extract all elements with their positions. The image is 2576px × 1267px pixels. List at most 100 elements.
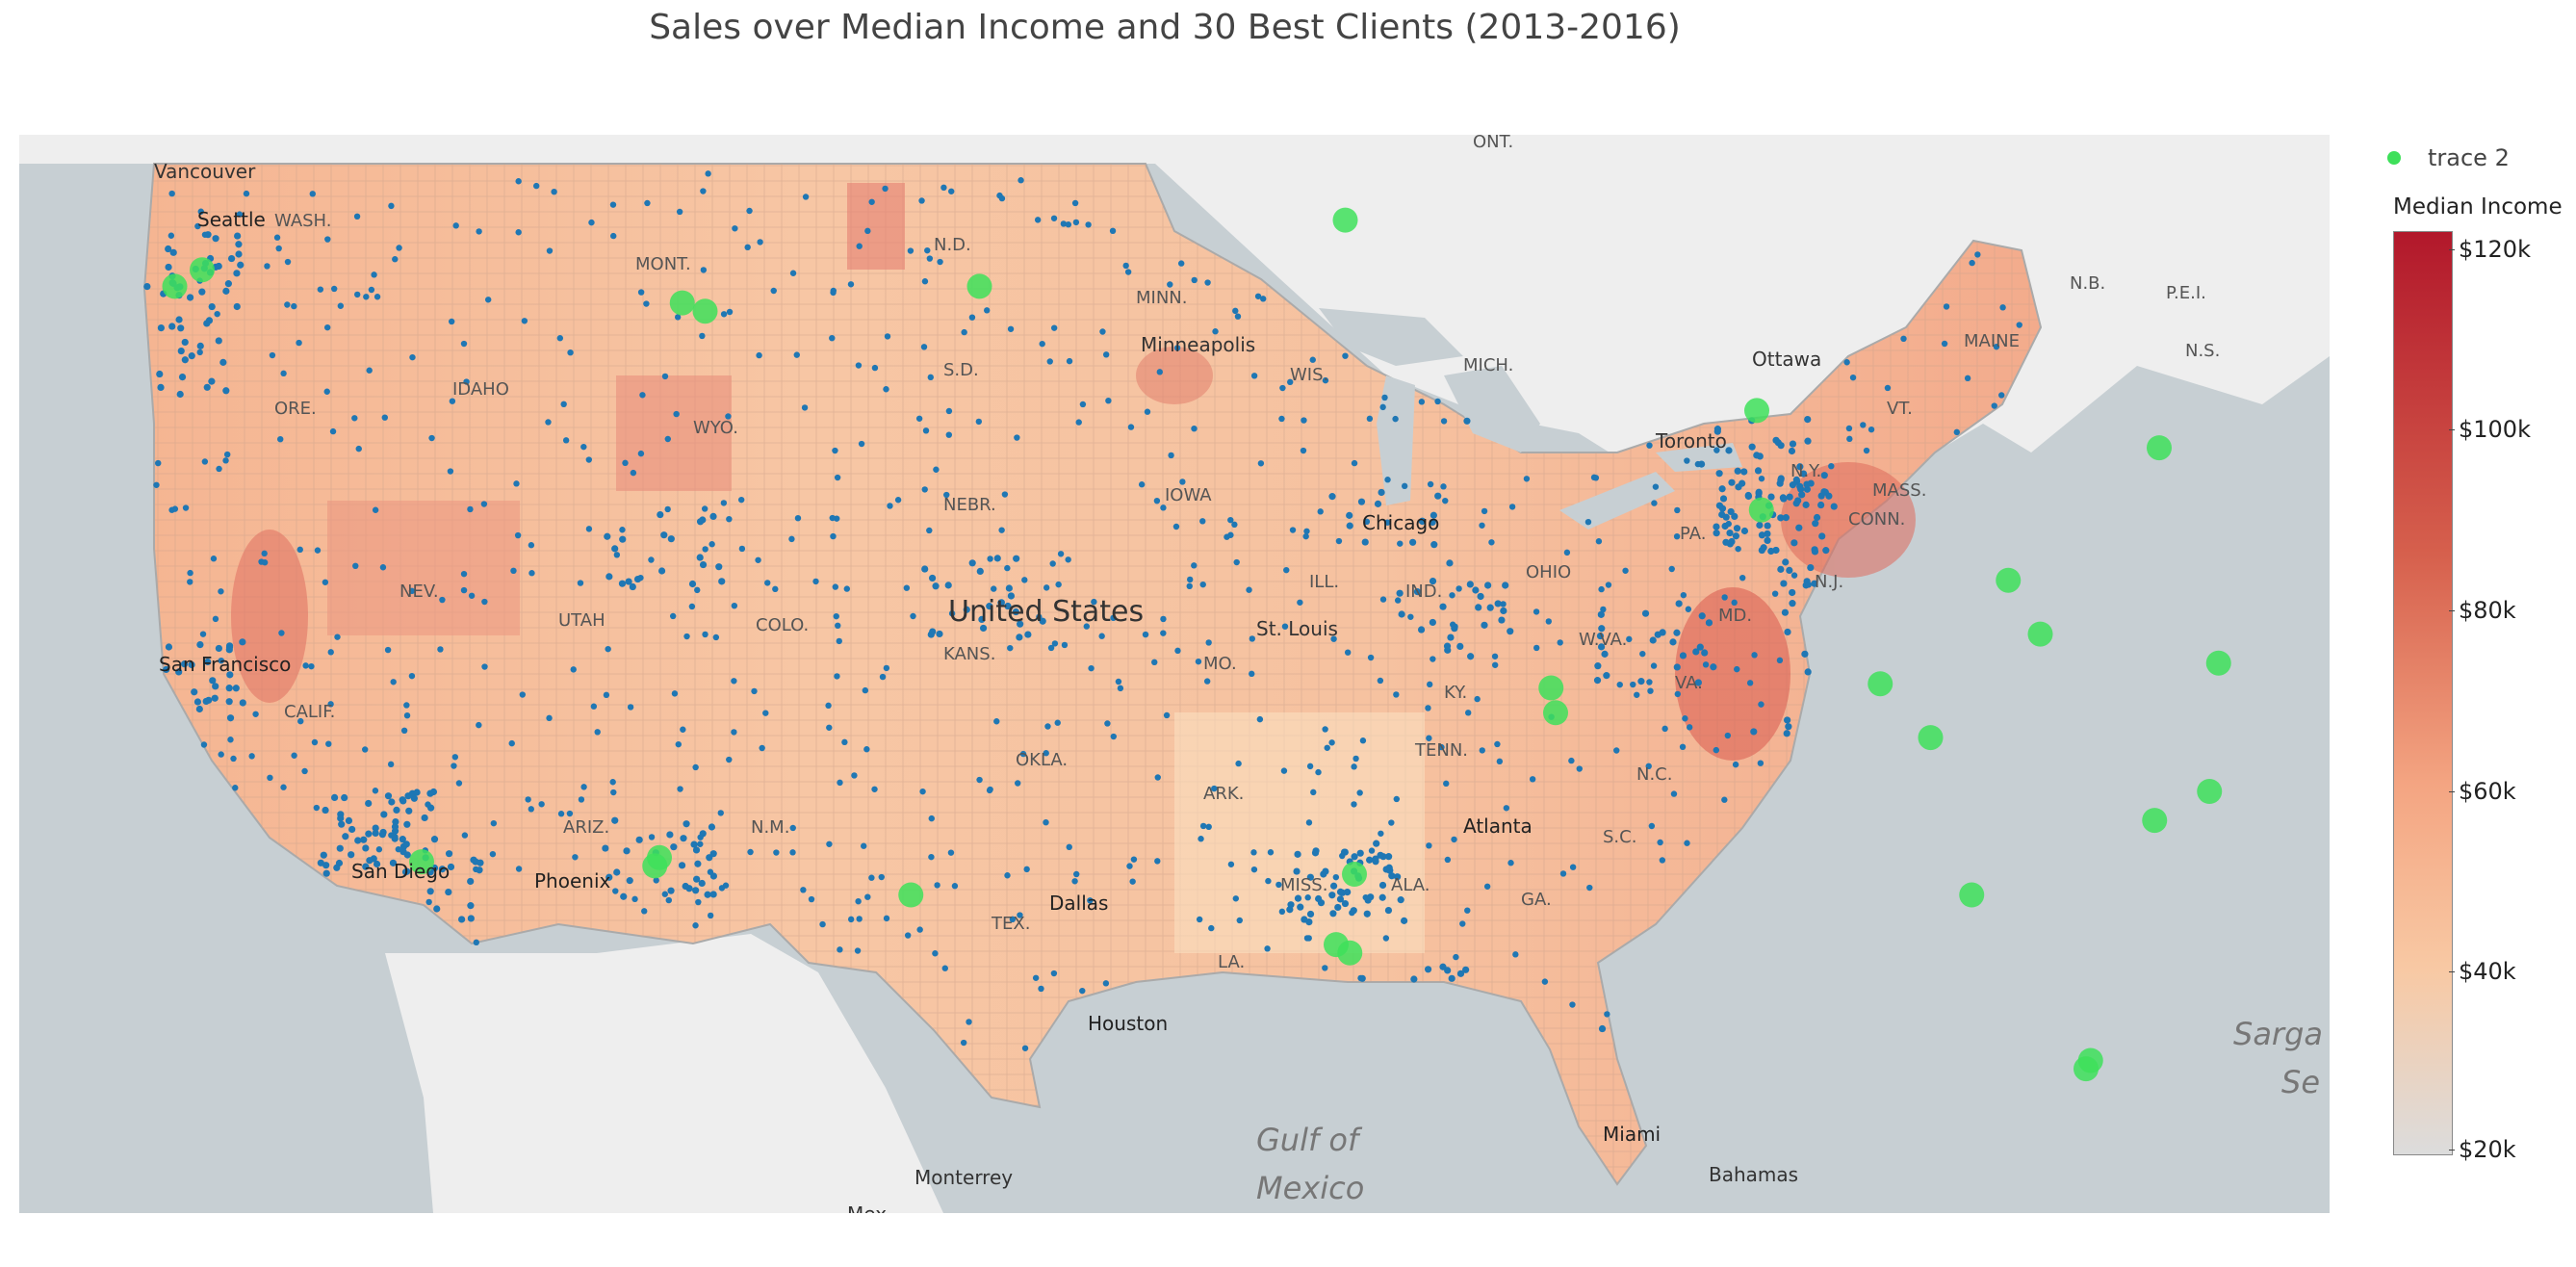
sales-point-675[interactable] <box>1491 653 1499 659</box>
sales-point-996[interactable] <box>468 592 476 599</box>
sales-point-377[interactable] <box>688 580 697 588</box>
sales-point-363[interactable] <box>157 323 165 332</box>
sales-point-911[interactable] <box>489 850 497 858</box>
sales-point-975[interactable] <box>1451 836 1457 843</box>
sales-point-797[interactable] <box>1359 737 1367 744</box>
sales-point-1129[interactable] <box>1684 840 1690 846</box>
sales-point-518[interactable] <box>227 737 234 743</box>
sales-point-230[interactable] <box>1329 882 1338 890</box>
sales-point-1094[interactable] <box>1449 592 1455 599</box>
sales-point-455[interactable] <box>1498 616 1506 624</box>
sales-point-931[interactable] <box>851 772 858 779</box>
sales-point-496[interactable] <box>1233 558 1240 566</box>
sales-point-320[interactable] <box>1798 491 1806 499</box>
sales-point-472[interactable] <box>451 754 459 761</box>
sales-point-434[interactable] <box>1472 586 1480 594</box>
sales-point-928[interactable] <box>371 272 377 278</box>
sales-point-544[interactable] <box>437 646 444 653</box>
sales-point-737[interactable] <box>1569 864 1577 870</box>
sales-point-707[interactable] <box>1529 776 1536 783</box>
sales-point-432[interactable] <box>1500 607 1507 615</box>
sales-point-780[interactable] <box>1384 477 1391 483</box>
client-point-1[interactable] <box>190 257 215 283</box>
sales-point-438[interactable] <box>1481 621 1488 629</box>
sales-point-684[interactable] <box>273 234 281 241</box>
sales-point-571[interactable] <box>513 480 520 487</box>
sales-point-887[interactable] <box>1427 480 1434 488</box>
sales-point-1065[interactable] <box>452 222 459 229</box>
sales-point-558[interactable] <box>1440 483 1447 490</box>
sales-point-168[interactable] <box>1007 592 1016 600</box>
sales-point-531[interactable] <box>1091 598 1097 606</box>
sales-point-372[interactable] <box>178 373 187 381</box>
sales-point-54[interactable] <box>212 683 219 690</box>
sales-point-962[interactable] <box>317 286 324 293</box>
sales-point-1146[interactable] <box>1204 279 1211 286</box>
sales-point-886[interactable] <box>400 727 408 735</box>
sales-point-681[interactable] <box>934 882 940 889</box>
sales-point-297[interactable] <box>1718 485 1726 493</box>
sales-point-344[interactable] <box>1673 629 1681 636</box>
sales-point-693[interactable] <box>1464 710 1472 716</box>
sales-point-365[interactable] <box>176 390 184 399</box>
sales-point-732[interactable] <box>705 170 711 177</box>
sales-point-444[interactable] <box>1396 589 1404 597</box>
sales-point-194[interactable] <box>1312 847 1320 855</box>
sales-point-236[interactable] <box>1372 855 1379 863</box>
sales-point-742[interactable] <box>1846 435 1853 443</box>
sales-point-1150[interactable] <box>641 908 648 915</box>
sales-point-253[interactable] <box>1790 539 1798 547</box>
sales-point-157[interactable] <box>709 891 717 898</box>
sales-point-1012[interactable] <box>1662 725 1668 733</box>
client-point-15[interactable] <box>1918 725 1944 751</box>
sales-point-24[interactable] <box>186 294 194 301</box>
sales-point-520[interactable] <box>372 788 379 794</box>
sales-point-335[interactable] <box>1649 636 1657 644</box>
sales-point-273[interactable] <box>1740 527 1749 535</box>
sales-point-749[interactable] <box>218 588 224 595</box>
sales-point-1105[interactable] <box>560 401 567 408</box>
sales-point-883[interactable] <box>863 746 870 753</box>
sales-point-850[interactable] <box>1004 564 1011 572</box>
sales-point-674[interactable] <box>609 201 617 208</box>
sales-point-1125[interactable] <box>1235 760 1242 767</box>
sales-point-351[interactable] <box>1784 716 1791 724</box>
sales-point-774[interactable] <box>1163 711 1171 719</box>
sales-point-1103[interactable] <box>707 868 714 875</box>
sales-point-930[interactable] <box>1443 780 1450 788</box>
sales-point-352[interactable] <box>1598 1024 1607 1033</box>
sales-point-678[interactable] <box>580 443 587 451</box>
sales-point-786[interactable] <box>1634 691 1640 698</box>
sales-point-691[interactable] <box>525 796 531 803</box>
sales-point-268[interactable] <box>1767 547 1775 556</box>
sales-point-692[interactable] <box>1646 679 1653 685</box>
sales-point-636[interactable] <box>1563 549 1571 556</box>
sales-point-441[interactable] <box>1507 628 1514 635</box>
sales-point-602[interactable] <box>1646 442 1653 449</box>
sales-point-483[interactable] <box>1127 424 1135 430</box>
sales-point-231[interactable] <box>1294 850 1301 858</box>
sales-point-791[interactable] <box>1038 985 1044 993</box>
client-point-7[interactable] <box>1748 497 1774 523</box>
sales-point-538[interactable] <box>927 374 934 381</box>
sales-point-854[interactable] <box>1647 687 1654 694</box>
sales-point-140[interactable] <box>667 887 675 894</box>
sales-point-403[interactable] <box>1789 600 1796 608</box>
sales-point-733[interactable] <box>669 612 677 620</box>
sales-point-658[interactable] <box>1055 581 1062 588</box>
sales-point-632[interactable] <box>737 496 745 504</box>
sales-point-779[interactable] <box>712 634 720 641</box>
sales-point-450[interactable] <box>1467 653 1475 660</box>
sales-point-929[interactable] <box>653 877 659 884</box>
sales-point-686[interactable] <box>789 824 796 832</box>
sales-point-390[interactable] <box>604 532 611 540</box>
sales-point-535[interactable] <box>883 664 890 672</box>
sales-point-644[interactable] <box>473 939 479 946</box>
sales-point-385[interactable] <box>605 573 613 581</box>
sales-point-614[interactable] <box>388 202 395 210</box>
sales-point-49[interactable] <box>188 660 195 669</box>
sales-point-28[interactable] <box>198 288 206 296</box>
sales-point-371[interactable] <box>219 358 227 366</box>
sales-point-469[interactable] <box>1430 541 1438 549</box>
sales-point-790[interactable] <box>577 580 584 586</box>
